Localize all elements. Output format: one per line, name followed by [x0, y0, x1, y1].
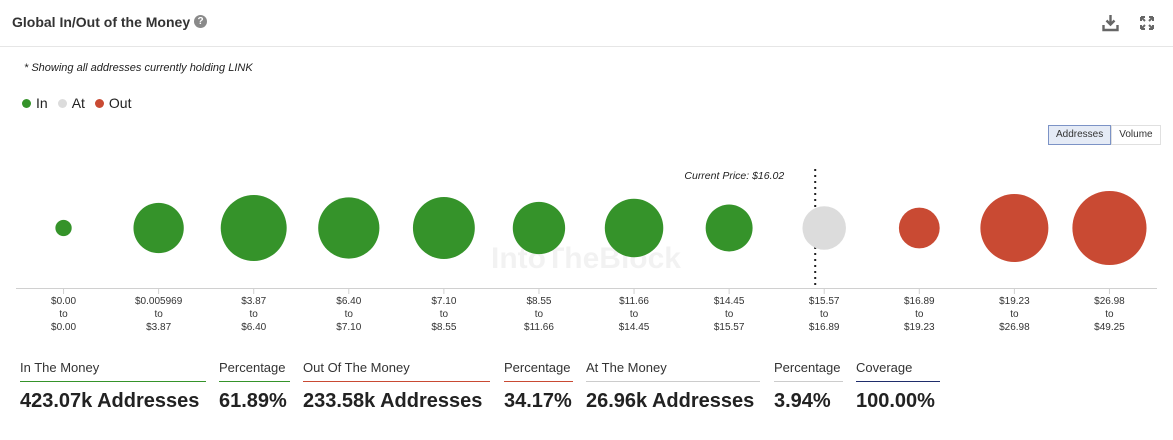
tick-label-to: $49.25	[1094, 322, 1125, 333]
tick-label-joiner: to	[250, 309, 259, 320]
tick-label-from: $0.00	[51, 296, 76, 307]
panel-header: Global In/Out of the Money ?	[0, 0, 1173, 47]
tick-label-joiner: to	[535, 309, 544, 320]
stat-in-the-money: In The Money 423.07k Addresses	[20, 360, 206, 413]
legend-label-in: In	[36, 95, 48, 111]
tick-label-from: $0.005969	[135, 296, 183, 307]
stat-coverage: Coverage 100.00%	[856, 360, 940, 413]
tick-label-from: $19.23	[999, 296, 1030, 307]
bubble-out	[1072, 190, 1147, 266]
tick-label-from: $16.89	[904, 296, 935, 307]
bubble-out	[898, 207, 940, 249]
stat-label: Percentage	[504, 360, 573, 382]
bubble-in	[512, 201, 566, 255]
stat-value: 34.17%	[504, 390, 572, 412]
tick-label-from: $15.57	[809, 296, 840, 307]
holding-note: * Showing all addresses currently holdin…	[24, 62, 253, 74]
stat-value: 3.94%	[774, 390, 831, 412]
panel-title: Global In/Out of the Money	[12, 14, 191, 30]
tick-label-from: $7.10	[431, 296, 456, 307]
bubble-in	[412, 197, 475, 259]
stat-value: 233.58k Addresses	[303, 390, 483, 412]
bubble-in	[705, 204, 753, 252]
stat-out-percentage: Percentage 34.17%	[504, 360, 573, 413]
stat-label: At The Money	[586, 360, 760, 382]
stat-at-the-money: At The Money 26.96k Addresses	[586, 360, 760, 413]
tick-label-to: $6.40	[241, 322, 266, 333]
stat-label: Out Of The Money	[303, 360, 490, 382]
current-price-label: Current Price: $16.02	[684, 170, 784, 182]
bubble-out	[980, 194, 1049, 262]
tick-label-to: $14.45	[619, 322, 650, 333]
bubble-in	[133, 202, 184, 254]
legend-dot-out	[94, 98, 104, 108]
tick-label-from: $8.55	[526, 296, 551, 307]
legend-label-at: At	[71, 95, 85, 111]
expand-icon[interactable]	[1139, 15, 1155, 31]
stat-value: 61.89%	[219, 390, 287, 412]
tick-label-from: $14.45	[714, 296, 745, 307]
bubble-in	[604, 198, 664, 258]
stat-value: 26.96k Addresses	[586, 390, 755, 412]
tick-label-to: $16.89	[809, 322, 840, 333]
tick-label-from: $26.98	[1094, 296, 1125, 307]
tick-label-joiner: to	[915, 309, 924, 320]
tick-label-joiner: to	[154, 309, 163, 320]
stat-label: Percentage	[219, 360, 290, 382]
legend-item-at[interactable]: At	[57, 95, 85, 111]
stat-label: Coverage	[856, 360, 940, 382]
stat-in-percentage: Percentage 61.89%	[219, 360, 290, 413]
summary-stats: In The Money 423.07k Addresses Percentag…	[0, 360, 1173, 420]
tick-label-joiner: to	[725, 309, 734, 320]
tick-label-joiner: to	[440, 309, 449, 320]
stat-value: 100.00%	[856, 390, 935, 412]
tick-label-joiner: to	[820, 309, 829, 320]
bubble-in	[55, 219, 72, 237]
tick-label-from: $11.66	[619, 296, 649, 307]
tick-label-to: $11.66	[524, 322, 554, 333]
addresses-toggle-button[interactable]: Addresses	[1048, 125, 1112, 145]
tick-label-from: $3.87	[241, 296, 266, 307]
volume-toggle-button[interactable]: Volume	[1111, 125, 1161, 145]
bubble-at	[802, 206, 846, 250]
download-icon[interactable]	[1102, 14, 1119, 32]
tick-label-to: $7.10	[336, 322, 361, 333]
stat-label: In The Money	[20, 360, 206, 382]
bubble-in	[220, 195, 287, 261]
tick-label-joiner: to	[59, 309, 68, 320]
tick-label-to: $0.00	[51, 322, 76, 333]
tick-label-joiner: to	[630, 309, 639, 320]
stat-value: 423.07k Addresses	[20, 390, 200, 412]
tick-label-to: $26.98	[999, 322, 1030, 333]
tick-label-to: $3.87	[146, 322, 171, 333]
legend-item-out[interactable]: Out	[94, 95, 132, 111]
bubble-in	[318, 197, 380, 259]
legend-dot-in	[22, 98, 31, 108]
tick-label-to: $19.23	[904, 322, 935, 333]
metric-toggle: Addresses Volume	[1048, 125, 1161, 145]
legend-item-in[interactable]: In	[22, 95, 48, 111]
help-icon[interactable]: ?	[194, 15, 207, 28]
chart-legend: In At Out	[22, 95, 132, 111]
tick-label-to: $15.57	[714, 322, 745, 333]
tick-label-from: $6.40	[336, 296, 361, 307]
stat-at-percentage: Percentage 3.94%	[774, 360, 843, 413]
tick-label-joiner: to	[1010, 309, 1019, 320]
tick-label-to: $8.55	[431, 322, 456, 333]
legend-dot-at	[57, 98, 67, 108]
tick-label-joiner: to	[345, 309, 354, 320]
legend-label-out: Out	[108, 95, 132, 111]
stat-label: Percentage	[774, 360, 843, 382]
stat-out-of-the-money: Out Of The Money 233.58k Addresses	[303, 360, 490, 413]
tick-label-joiner: to	[1105, 309, 1114, 320]
